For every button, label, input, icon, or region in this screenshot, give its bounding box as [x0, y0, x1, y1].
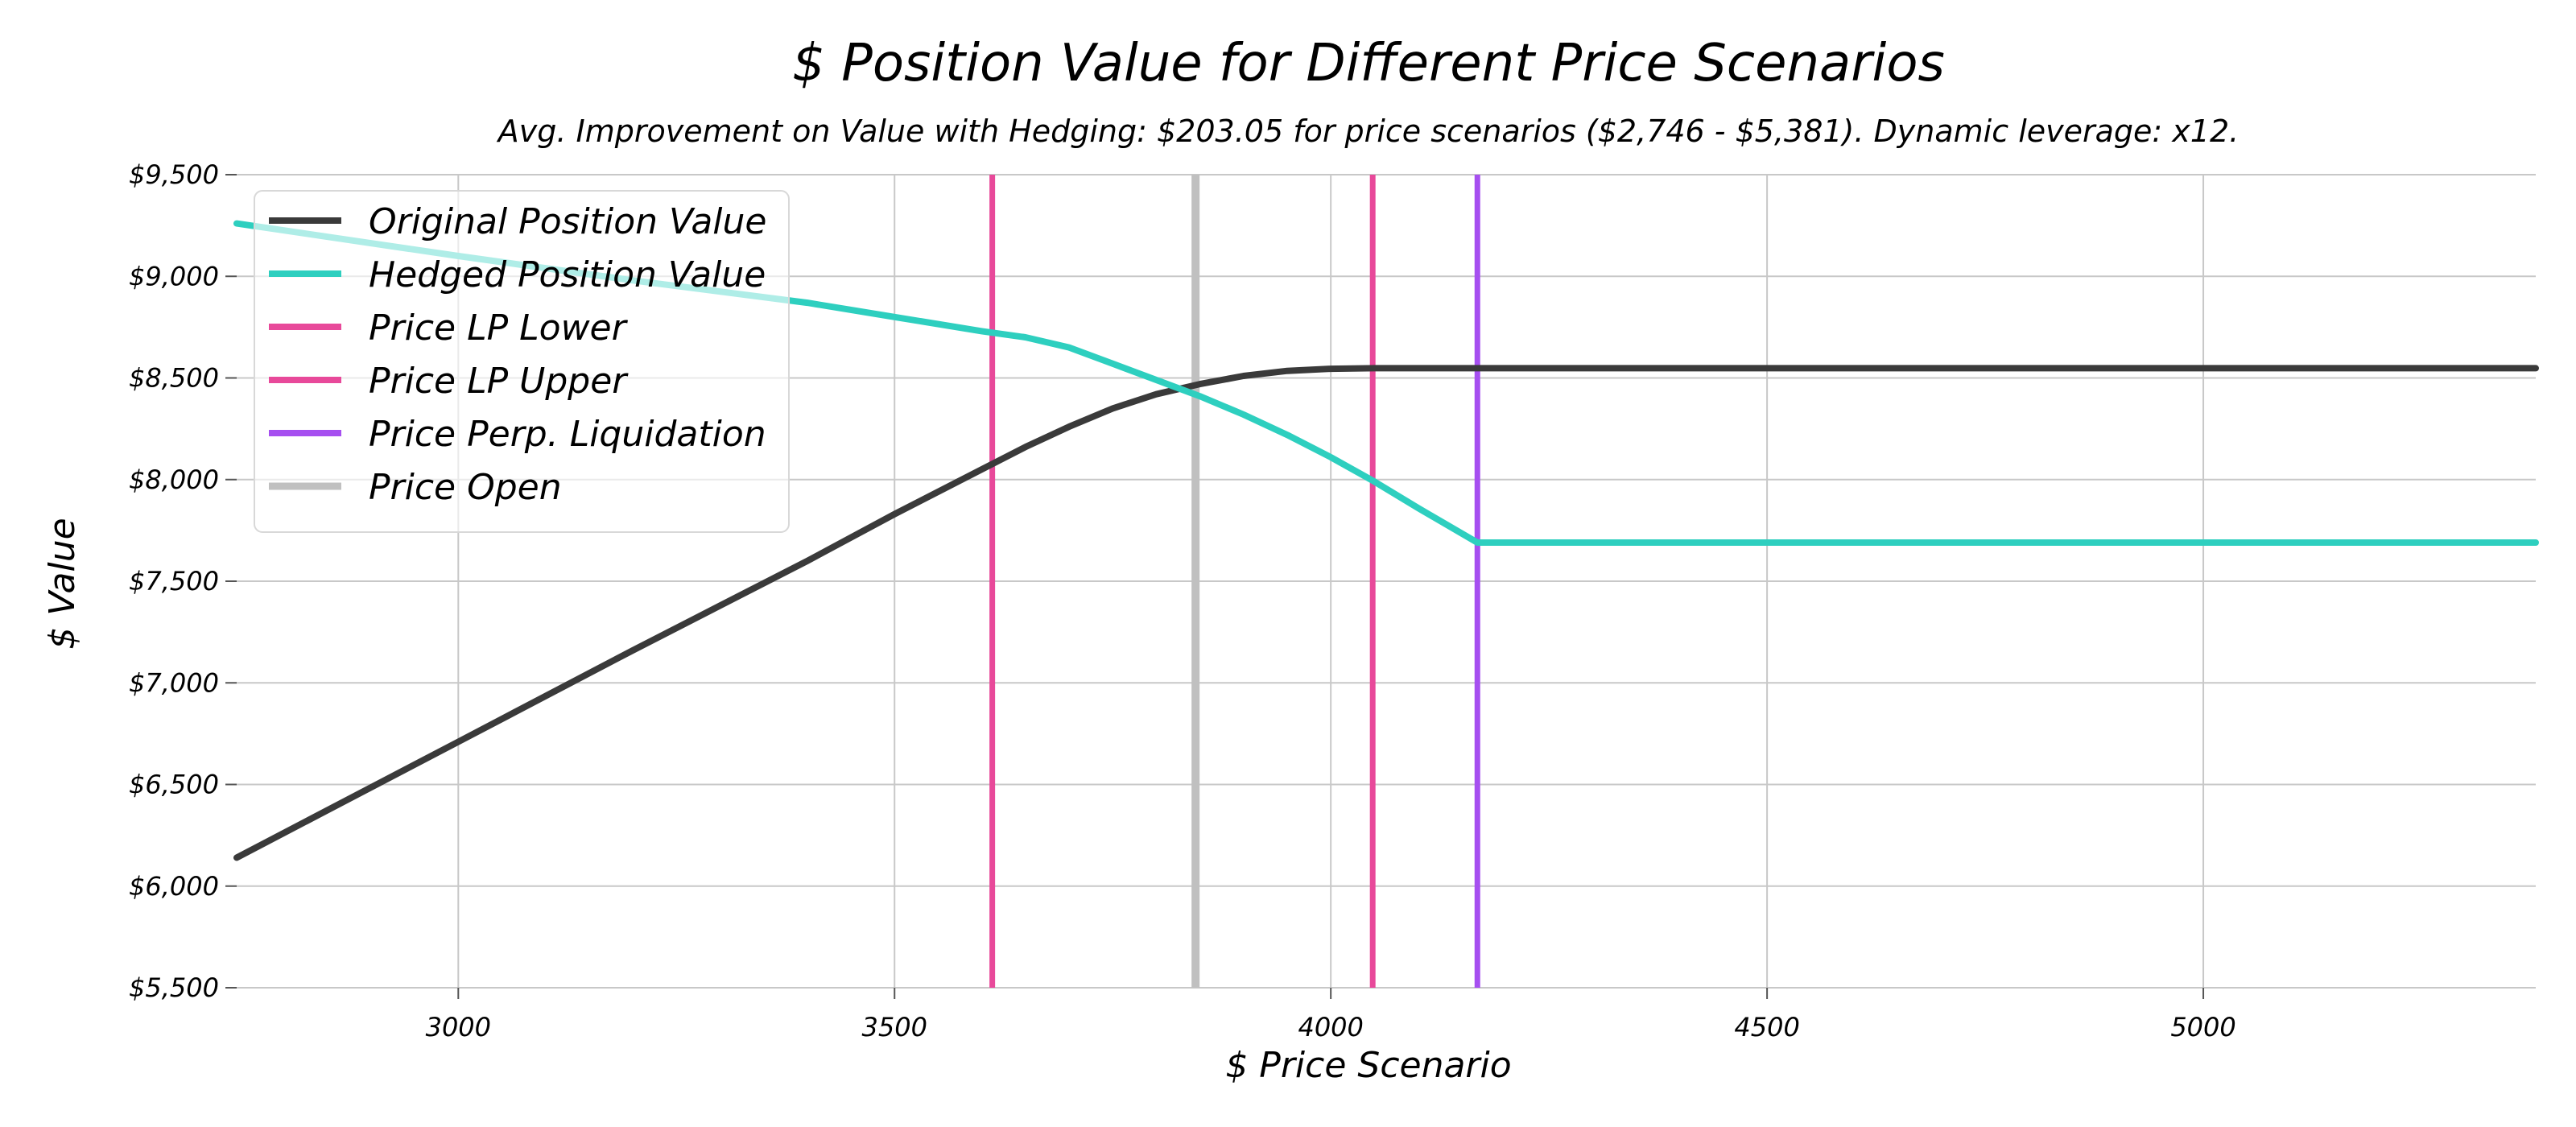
chart-title: $ Position Value for Different Price Sce…	[792, 34, 1945, 93]
x-axis-label: $ Price Scenario	[1225, 1045, 1511, 1086]
legend-label: Price LP Upper	[369, 361, 629, 402]
legend-box	[254, 190, 790, 533]
legend: Original Position Value Hedged Position V…	[254, 190, 790, 533]
x-tick-label: 3000	[426, 1012, 491, 1042]
y-tick-label: $9,500	[129, 159, 219, 190]
legend-label: Hedged Position Value	[369, 254, 766, 295]
y-tick-label: $8,500	[129, 363, 219, 394]
x-axis-ticks: 3000 3500 4000 4500 5000	[426, 988, 2236, 1042]
y-tick-label: $8,000	[129, 464, 219, 495]
x-tick-label: 4500	[1734, 1012, 1799, 1042]
plot-area	[233, 175, 2539, 988]
y-axis-label: $ Value	[42, 518, 83, 649]
y-tick-label: $6,500	[129, 770, 219, 800]
y-tick-label: $5,500	[129, 972, 219, 1003]
chart-subtitle: Avg. Improvement on Value with Hedging: …	[496, 114, 2239, 149]
x-tick-label: 4000	[1298, 1012, 1363, 1042]
y-tick-label: $7,000	[129, 667, 219, 698]
legend-label: Original Position Value	[369, 201, 766, 242]
legend-label: Price Perp. Liquidation	[369, 414, 766, 455]
series-line-hedged-position-value	[233, 220, 2539, 546]
y-axis-ticks: $5,500 $6,000 $6,500 $7,000 $7,500 $8,000 $8,5…	[129, 159, 237, 1003]
y-tick-label: $7,500	[129, 566, 219, 597]
legend-label: Price Open	[369, 467, 562, 508]
x-tick-label: 5000	[2170, 1012, 2235, 1042]
y-tick-label: $6,000	[129, 871, 219, 902]
y-tick-label: $9,000	[129, 261, 219, 291]
x-tick-label: 3500	[862, 1012, 927, 1042]
legend-label: Price LP Lower	[369, 308, 629, 349]
